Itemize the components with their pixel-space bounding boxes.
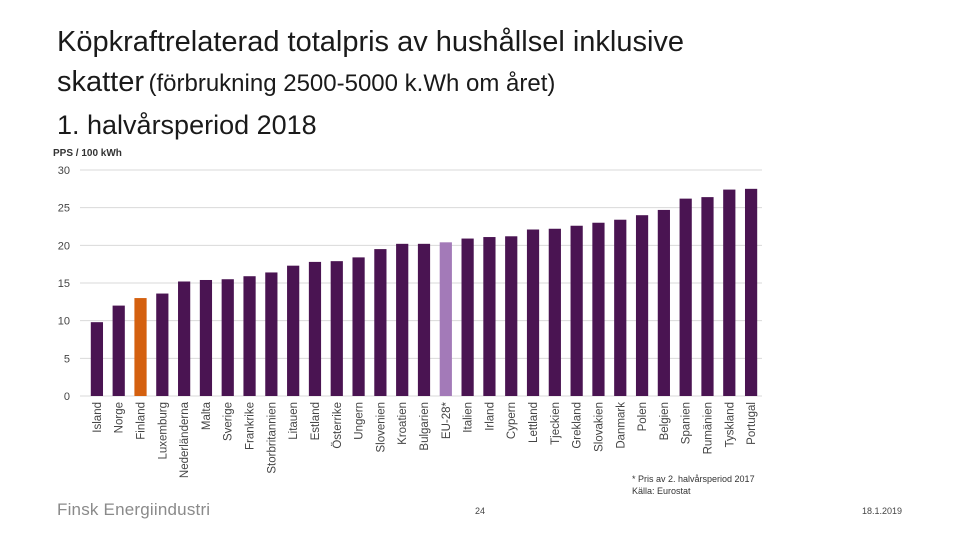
bar-cypern (505, 236, 518, 396)
bar-island (90, 322, 104, 396)
x-tick-label: Luxemburg (157, 402, 169, 460)
y-tick-label: 5 (64, 353, 70, 365)
x-tick-label: Belgien (659, 402, 671, 440)
x-tick-label: Italien (463, 402, 475, 433)
title-line-3: 1. halvårsperiod 2018 (57, 110, 317, 140)
title-line-2: skatter (förbrukning 2500-5000 k.Wh om å… (57, 62, 917, 107)
y-tick-label: 10 (58, 316, 70, 328)
x-tick-label: Portugal (746, 402, 758, 445)
x-tick-label: Kroatien (397, 402, 409, 445)
bar-frankrike (243, 276, 256, 396)
bar-polen (635, 215, 649, 396)
bar-italien (461, 238, 474, 396)
x-tick-label: Slovakien (593, 402, 605, 452)
x-tick-label: Finland (136, 402, 148, 440)
bar-grekland (570, 225, 583, 396)
x-tick-label: Tjeckien (550, 402, 562, 445)
bar-rumänien (701, 197, 714, 396)
x-tick-label: Island (92, 402, 104, 433)
x-tick-label: Malta (201, 401, 213, 430)
y-tick-label: 30 (58, 165, 70, 177)
y-tick-label: 15 (58, 278, 70, 290)
title-line-2-sub: (förbrukning 2500-5000 k.Wh om året) (148, 70, 556, 97)
footnote-line-1: * Pris av 2. halvårsperiod 2017 (632, 474, 755, 484)
bar-bulgarien (417, 243, 431, 396)
footnote-source: Källa: Eurostat (632, 486, 691, 496)
bar-belgien (657, 209, 670, 396)
title-line-2-main: skatter (57, 66, 145, 98)
bar-slovakien (592, 222, 605, 396)
bar-malta (199, 279, 213, 396)
x-tick-label: Bulgarien (419, 402, 431, 451)
bar-norge (112, 305, 125, 396)
bar-sverige (221, 279, 234, 396)
bar-spanien (679, 198, 692, 396)
footnote: * Pris av 2. halvårsperiod 2017 Källa: E… (632, 473, 755, 497)
x-tick-label: Estland (310, 402, 322, 440)
bar-österrike (330, 261, 343, 396)
title-line-1: Köpkraftrelaterad totalpris av hushållse… (57, 26, 685, 58)
x-tick-label: Ungern (354, 402, 366, 440)
y-tick-labels: 0 5 10 15 20 25 30 (58, 165, 70, 403)
company-logo: Finsk Energiindustri (57, 500, 211, 519)
x-tick-label: Sverige (223, 402, 235, 441)
bar-portugal (744, 188, 758, 396)
bar-finland (134, 298, 147, 396)
bar-estland (308, 261, 322, 396)
bars (90, 188, 758, 396)
bar-storbritannien (265, 272, 278, 396)
footer-date: 18.1.2019 (862, 506, 903, 516)
bar-slovenien (374, 249, 387, 396)
bar-luxemburg (156, 293, 169, 396)
x-tick-label: Cypern (506, 402, 518, 439)
y-axis-label: PPS / 100 kWh (53, 148, 122, 159)
x-tick-label: Litauen (288, 402, 300, 440)
bar-lettland (526, 229, 540, 396)
x-tick-label: Storbritannien (266, 402, 278, 474)
x-tick-label: Irland (484, 402, 496, 431)
bar-eu-28 (439, 242, 452, 396)
x-tick-label: Nederländerna (179, 401, 191, 478)
bar-nederländerna (178, 281, 191, 396)
x-tick-label: Slovenien (375, 402, 387, 453)
x-tick-label: Danmark (615, 402, 627, 449)
bar-danmark (614, 219, 627, 396)
y-tick-label: 25 (58, 203, 70, 215)
bar-litauen (287, 265, 300, 396)
bar-irland (483, 237, 496, 396)
x-tick-label: Tyskland (724, 402, 736, 447)
x-tick-label: Grekland (572, 402, 584, 449)
x-tick-label: Polen (637, 402, 649, 431)
x-tick-labels: Island Norge Finland Luxemburg Nederländerna… (92, 401, 758, 478)
bar-tjeckien (548, 228, 561, 396)
page-number: 24 (475, 506, 486, 516)
x-tick-label: Norge (114, 402, 126, 433)
x-tick-label: Rumänien (702, 402, 714, 454)
bar-ungern (352, 257, 365, 396)
x-tick-label: Spanien (681, 402, 693, 444)
x-tick-label: Lettland (528, 402, 540, 443)
x-tick-label: EU-28* (441, 401, 453, 439)
bar-tyskland (723, 189, 736, 396)
x-tick-label: Frankrike (245, 402, 257, 450)
x-tick-label: Österrike (332, 402, 344, 449)
chart-title: Köpkraftrelaterad totalpris av hushållse… (57, 22, 917, 143)
y-tick-label: 0 (64, 391, 70, 403)
bar-kroatien (396, 243, 409, 396)
y-tick-label: 20 (58, 240, 70, 252)
